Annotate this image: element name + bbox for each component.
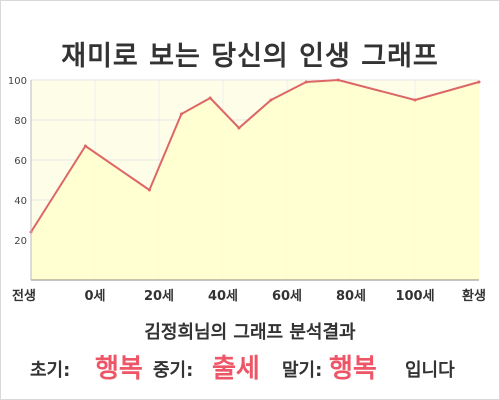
data-point xyxy=(237,126,241,130)
x-tick-label: 40세 xyxy=(208,289,238,304)
page-title: 재미로 보는 당신의 인생 그래프 xyxy=(61,41,439,72)
early-label: 초기: xyxy=(30,360,71,381)
data-point xyxy=(413,98,417,102)
middle-label: 중기: xyxy=(153,360,194,381)
y-tick-label: 100 xyxy=(8,76,27,87)
result-suffix: 입니다 xyxy=(405,360,455,381)
series-area xyxy=(31,80,479,280)
x-tick-label: 100세 xyxy=(395,289,434,304)
x-tick-label: 80세 xyxy=(336,289,366,304)
y-tick-label: 80 xyxy=(14,116,27,127)
data-point xyxy=(147,188,151,192)
early-value: 행복 xyxy=(95,354,143,384)
late-value: 행복 xyxy=(329,354,377,384)
x-tick-label: 60세 xyxy=(272,289,302,304)
data-point xyxy=(83,144,87,148)
x-tick-label: 20세 xyxy=(144,289,174,304)
middle-value: 출세 xyxy=(212,354,260,384)
data-point xyxy=(269,98,273,102)
data-point xyxy=(304,80,308,84)
analysis-result: 초기: 행복 중기: 출세 말기: 행복 입니다 xyxy=(0,344,500,384)
late-label: 말기: xyxy=(282,360,323,381)
analysis-subtitle: 김정희님의 그래프 분석결과 xyxy=(144,322,356,343)
y-tick-label: 60 xyxy=(14,156,27,167)
data-point xyxy=(477,80,481,84)
data-point xyxy=(179,112,183,116)
y-tick-label: 40 xyxy=(14,196,27,207)
x-tick-label: 0세 xyxy=(84,289,105,304)
data-point xyxy=(208,96,212,100)
data-point xyxy=(336,78,340,82)
y-tick-label: 20 xyxy=(14,236,27,247)
x-tick-label: 환생 xyxy=(462,288,486,304)
x-tick-label: 전생 xyxy=(12,288,36,304)
